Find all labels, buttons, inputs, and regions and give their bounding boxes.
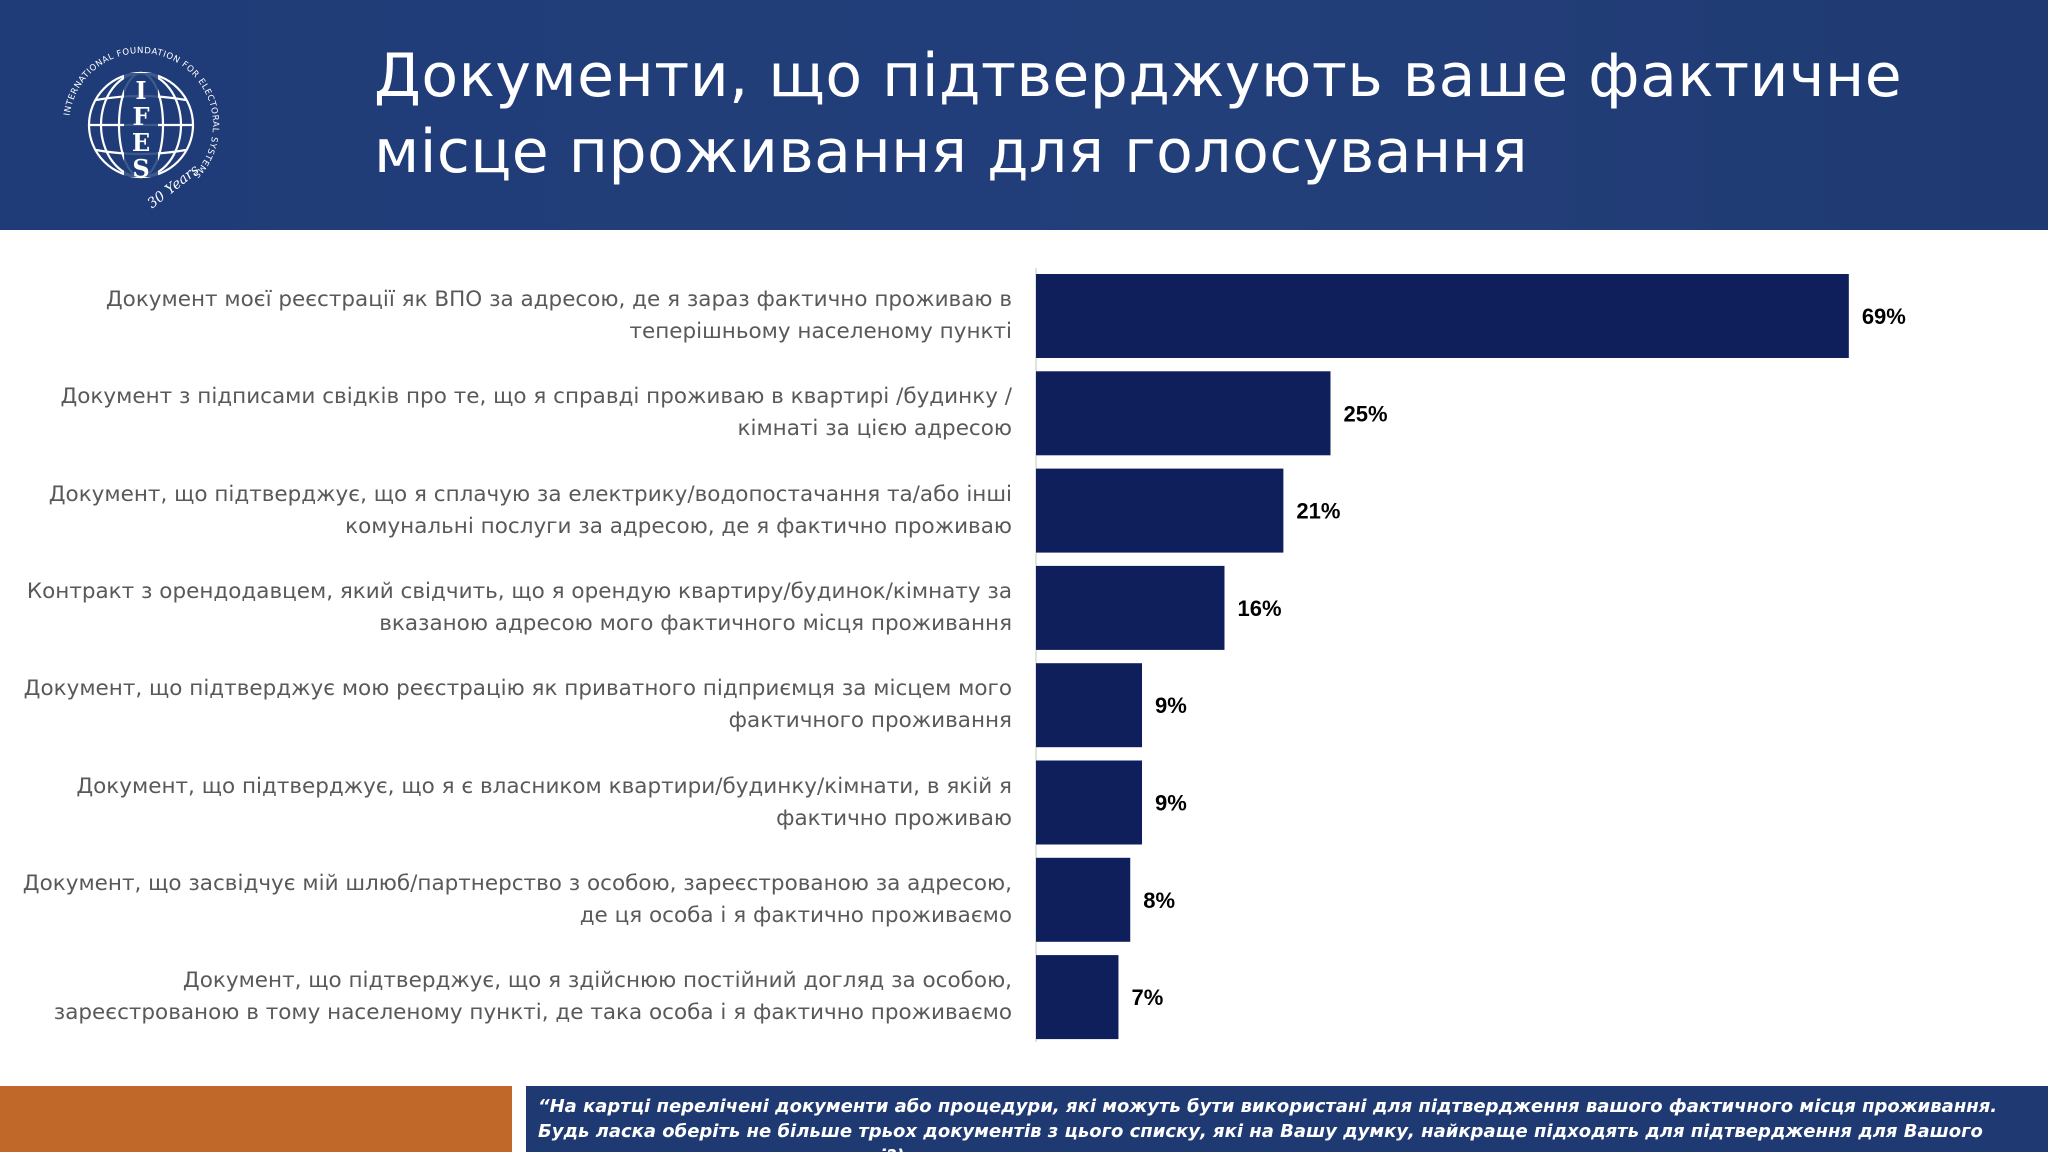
header-banner: I F E S INTERNATIONAL FOUNDATION FOR ELE… [0,0,2048,230]
bar-7 [1036,857,1131,942]
logo-letter-i: I [135,76,146,105]
category-label-line: де ця особа і я фактично проживаємо [579,902,1012,928]
bar-chart-svg: 69% 25% 21% 16% 9% 9% 8% 7% [1035,268,1906,1042]
category-label-line: комунальні послуги за адресою, де я факт… [345,513,1012,539]
category-label-line: Документ, що підтверджує, що я є власник… [76,773,1012,799]
category-label-7: Документ, що засвідчує мій шлюб/партнерс… [22,868,1012,932]
category-label-6: Документ, що підтверджує, що я є власник… [22,771,1012,835]
category-label-line: теперішньому населеному пункті [629,319,1012,344]
logo-letter-e: E [132,128,150,157]
title-line-1: Документи, що підтверджують ваше фактичн… [374,41,1903,111]
data-label-6: 9% [1155,791,1187,816]
data-label-1: 69% [1862,304,1906,329]
category-label-line: зареєстрованою в тому населеному пункті,… [53,1000,1012,1026]
category-label-line: вказаною адресою мого фактичного місця п… [379,610,1012,636]
bar-2 [1036,371,1331,456]
bar-1 [1036,274,1849,358]
data-label-5: 9% [1155,693,1187,718]
page-title: Документи, що підтверджують ваше фактичн… [374,38,2014,190]
category-label-line: Контракт з орендодавцем, який свідчить, … [26,578,1012,604]
bar-4 [1036,565,1225,650]
category-label-4: Контракт з орендодавцем, який свідчить, … [22,576,1012,640]
category-label-2: Документ з підписами свідків про те, що … [22,381,1012,445]
data-label-7: 8% [1143,888,1175,913]
data-label-4: 16% [1237,596,1281,621]
bar-3 [1036,468,1284,553]
category-label-5: Документ, що підтверджує мою реєстрацію … [22,673,1012,737]
bar-6 [1036,760,1143,845]
title-line-2: місце проживання для голосування [374,117,1529,187]
category-label-line: кімнаті за цією адресою [737,416,1012,442]
bar-chart: 69% 25% 21% 16% 9% 9% 8% 7% Документ моєї реєст… [0,230,2048,1080]
bar-5 [1036,663,1143,748]
category-label-line: Документ, що підтверджує мою реєстрацію … [23,676,1012,702]
category-label-3: Документ, що підтверджує, що я сплачую з… [22,479,1012,543]
data-label-2: 25% [1344,401,1388,426]
category-label-line: Документ, що підтверджує, що я сплачую з… [48,481,1012,507]
data-label-3: 21% [1296,499,1340,524]
category-label-line: Документ, що підтверджує, що я здійснюю … [182,968,1012,994]
footer-accent-bar [0,1086,512,1152]
category-label-8: Документ, що підтверджує, що я здійснюю … [22,965,1012,1029]
category-label-line: фактичного проживання [728,708,1012,734]
footer-question-box: “На картці перелічені документи або проц… [526,1086,2048,1152]
data-label-8: 7% [1131,985,1163,1010]
category-label-line: Документ, що засвідчує мій шлюб/партнерс… [22,870,1012,896]
logo-letter-f: F [132,102,149,131]
ifes-logo-icon: I F E S INTERNATIONAL FOUNDATION FOR ELE… [63,46,220,210]
category-label-1: Документ моєї реєстрації як ВПО за адрес… [22,284,1012,348]
category-label-line: Документ з підписами свідків про те, що … [60,384,1012,410]
survey-question-text: “На картці перелічені документи або проц… [538,1096,1998,1152]
category-label-line: фактично проживаю [776,805,1012,831]
logo-letter-s: S [132,154,149,183]
bar-8 [1036,955,1119,1040]
category-label-line: Документ моєї реєстрації як ВПО за адрес… [105,287,1012,312]
